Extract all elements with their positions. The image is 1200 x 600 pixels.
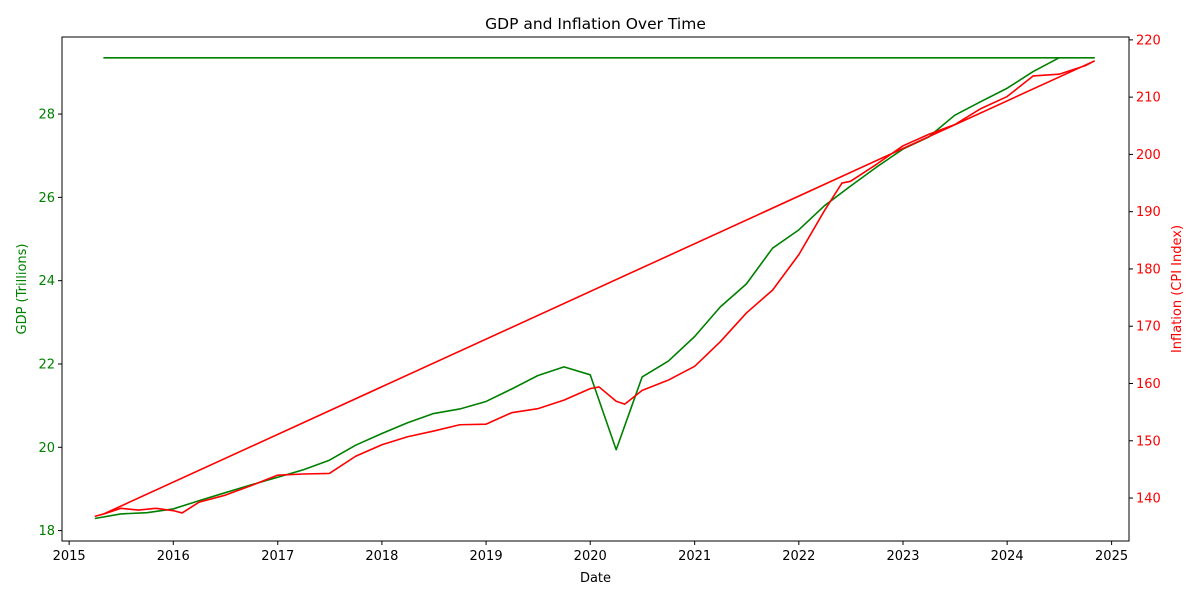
y-left-tick-label: 22 (38, 357, 55, 372)
x-tick-label: 2022 (782, 549, 815, 564)
x-tick-label: 2020 (574, 549, 607, 564)
plot-lines (94, 57, 1095, 520)
x-tick-label: 2019 (470, 549, 503, 564)
x-tick-label: 2016 (157, 549, 190, 564)
y-right-tick-label: 220 (1136, 33, 1161, 48)
y-right-tick-label: 160 (1136, 377, 1161, 392)
x-axis-label: Date (580, 571, 611, 586)
y-left-tick-label: 26 (38, 191, 55, 206)
x-tick-label: 2023 (886, 549, 919, 564)
y-right-tick-label: 140 (1136, 492, 1161, 507)
inflation-series-line (94, 60, 1095, 518)
y-axis-left: 18 20 22 24 26 28 (38, 108, 62, 539)
x-tick-label: 2017 (261, 549, 294, 564)
gdp-series-line (94, 57, 1095, 520)
y-right-tick-label: 180 (1136, 262, 1161, 277)
x-tick-label: 2025 (1095, 549, 1128, 564)
x-tick-label: 2015 (53, 549, 86, 564)
x-tick-label: 2021 (678, 549, 711, 564)
x-tick-label: 2018 (365, 549, 398, 564)
plot-frame (61, 36, 1130, 542)
y-axis-left-label: GDP (Trillions) (15, 244, 30, 335)
y-right-tick-label: 190 (1136, 205, 1161, 220)
y-right-tick-label: 210 (1136, 91, 1161, 106)
y-left-tick-label: 24 (38, 274, 55, 289)
y-left-tick-label: 18 (38, 524, 55, 539)
x-axis: 2015 2016 2017 2018 2019 2020 2021 2022 2023 2024… (53, 541, 1128, 564)
y-left-tick-label: 20 (38, 441, 55, 456)
y-axis-right: 140 150 160 170 180 190 200 210 220 (1129, 33, 1161, 507)
y-left-tick-label: 28 (38, 108, 55, 123)
y-right-tick-label: 150 (1136, 434, 1161, 449)
y-right-tick-label: 170 (1136, 320, 1161, 335)
y-right-tick-label: 200 (1136, 148, 1161, 163)
y-axis-right-label: Inflation (CPI Index) (1170, 225, 1185, 353)
x-tick-label: 2024 (991, 549, 1024, 564)
chart-title: GDP and Inflation Over Time (485, 15, 706, 33)
